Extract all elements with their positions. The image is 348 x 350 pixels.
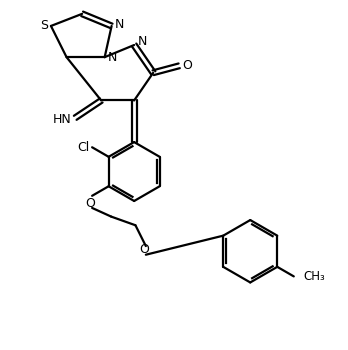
Text: O: O xyxy=(139,243,149,256)
Text: N: N xyxy=(114,18,124,31)
Text: N: N xyxy=(138,35,148,48)
Text: HN: HN xyxy=(53,113,72,126)
Text: O: O xyxy=(182,59,192,72)
Text: O: O xyxy=(86,197,95,210)
Text: S: S xyxy=(40,20,48,33)
Text: N: N xyxy=(108,51,117,64)
Text: CH₃: CH₃ xyxy=(303,270,325,283)
Text: Cl: Cl xyxy=(77,141,89,154)
